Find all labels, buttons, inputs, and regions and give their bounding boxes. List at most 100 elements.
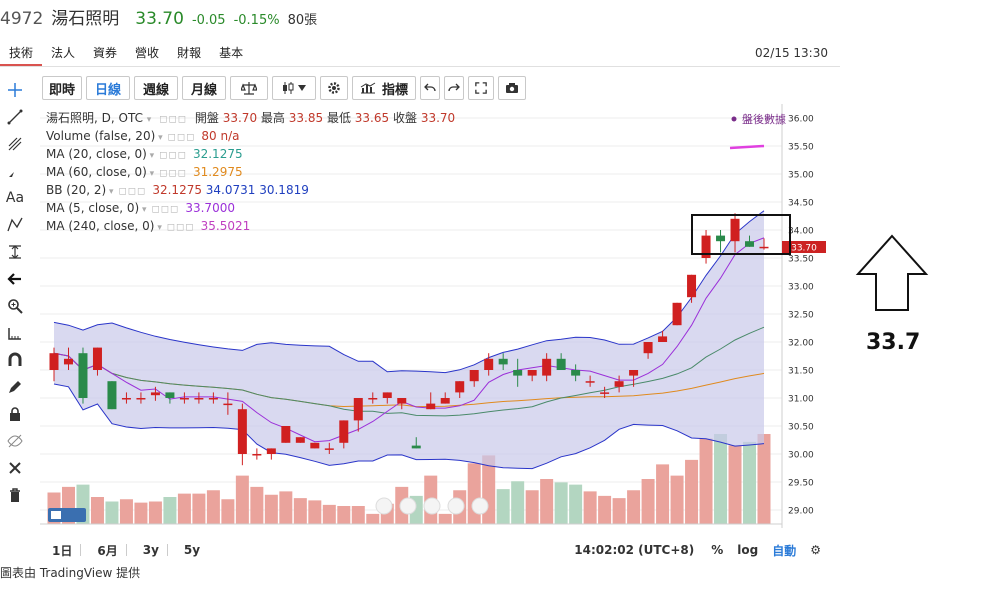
percent-scale-toggle[interactable]: % — [711, 543, 724, 557]
data-source-note: 圖表由 TradingView 提供 — [0, 566, 141, 580]
range-5y[interactable]: 5y — [183, 543, 201, 557]
legend-indicator-label: MA (5, close, 0) — [46, 201, 140, 215]
stay-in-draw-tool[interactable] — [0, 373, 30, 400]
candle-body — [368, 398, 378, 400]
tab-margin[interactable]: 資券 — [93, 46, 118, 60]
volume-bar — [308, 500, 322, 524]
range-3y[interactable]: 3y — [142, 543, 159, 557]
volume-bar — [105, 501, 119, 524]
tab-institutional[interactable]: 法人 — [51, 46, 76, 60]
scroll-right-control[interactable] — [471, 497, 489, 515]
legend-actions-icon[interactable]: ◻◻◻ — [118, 186, 147, 197]
legend-indicator-value: 30.1819 — [259, 183, 309, 197]
volume-bar — [496, 489, 510, 524]
tab-fundamentals[interactable]: 基本 — [219, 46, 244, 60]
legend-dropdown-icon[interactable]: ▾ — [146, 151, 158, 161]
crosshair-tool[interactable] — [0, 76, 30, 103]
scroll-left-control[interactable] — [375, 497, 393, 515]
tab-financials[interactable]: 財報 — [177, 46, 202, 60]
range-6m[interactable]: 6月 — [97, 543, 118, 558]
tab-technical[interactable]: 技術 — [0, 44, 43, 66]
trendline-icon — [7, 109, 23, 124]
tab-revenue[interactable]: 營收 — [135, 46, 160, 60]
zoom-out-control[interactable] — [399, 497, 417, 515]
stock-code: 4972 — [0, 9, 44, 29]
volume-bar — [351, 506, 365, 524]
legend-actions-icon[interactable]: ◻◻◻ — [151, 204, 180, 215]
chart-canvas[interactable]: 36.00 35.50 35.00 34.50 34.00 33.50 33.00 32.50… — [40, 104, 828, 539]
legend-dropdown-icon[interactable]: ▾ — [155, 133, 166, 143]
price-chart[interactable]: 36.00 35.50 35.00 34.50 34.00 33.50 33.00 32.50… — [40, 104, 828, 539]
candle-body — [614, 381, 624, 387]
volume-bar — [627, 490, 641, 524]
auto-scale-toggle[interactable]: 自動 — [772, 543, 797, 558]
lock-tool[interactable] — [0, 400, 30, 427]
legend-dropdown-icon[interactable]: ▾ — [146, 115, 152, 125]
brush-tool[interactable] — [0, 157, 30, 184]
pattern-tool[interactable] — [0, 211, 30, 238]
ma5-line — [53, 237, 765, 443]
legend-dropdown-icon[interactable]: ▾ — [139, 205, 150, 215]
candle-body — [484, 358, 494, 370]
compare-button[interactable] — [230, 76, 268, 100]
weekly-button[interactable]: 週線 — [134, 76, 178, 100]
zoom-tool[interactable] — [0, 292, 30, 319]
legend-dropdown-icon[interactable]: ▾ — [154, 223, 165, 233]
legend-actions-icon[interactable]: ◻◻◻ — [159, 150, 187, 161]
text-tool[interactable]: Aa — [0, 184, 30, 211]
measure-tool[interactable] — [0, 238, 30, 265]
zoom-in-control[interactable] — [447, 497, 465, 515]
candle-body — [208, 398, 218, 400]
after-hours-label: 盤後數據 — [742, 112, 786, 126]
range-1d[interactable]: 1日 — [52, 543, 73, 558]
fib-tool[interactable] — [0, 130, 30, 157]
log-scale-toggle[interactable]: log — [737, 543, 759, 557]
volume-bar — [438, 513, 452, 524]
legend-dropdown-icon[interactable]: ▾ — [146, 169, 158, 179]
trendline-tool[interactable] — [0, 103, 30, 130]
volume-bar — [235, 475, 249, 524]
candle-body — [63, 358, 73, 365]
indicators-button[interactable]: 指標 — [352, 76, 416, 100]
chart-style-button[interactable] — [272, 76, 316, 100]
legend-indicator-row: MA (60, close, 0) ▾ ◻◻◻ 31.2975 — [46, 164, 455, 182]
high-label: 最高 — [260, 111, 285, 125]
volume-bar — [337, 506, 351, 524]
legend-actions-icon[interactable]: ◻◻◻ — [159, 114, 188, 125]
reset-control[interactable] — [423, 497, 441, 515]
volume-bar — [148, 501, 162, 524]
back-tool[interactable] — [0, 265, 30, 292]
y-tick-label: 36.00 — [788, 115, 814, 125]
redo-button[interactable] — [444, 76, 464, 100]
candle-body — [179, 398, 189, 400]
daily-button[interactable]: 日線 — [86, 76, 130, 100]
camera-icon — [506, 83, 518, 93]
candle-body — [165, 392, 175, 398]
volume-bar — [221, 499, 235, 524]
candle-body — [339, 420, 349, 443]
undo-button[interactable] — [420, 76, 440, 100]
legend-actions-icon[interactable]: ◻◻◻ — [159, 168, 187, 179]
legend-actions-icon[interactable]: ◻◻◻ — [166, 222, 195, 233]
volume-bar — [264, 494, 278, 524]
chart-settings-icon[interactable]: ⚙ — [810, 543, 821, 557]
delete-tool[interactable] — [0, 481, 30, 508]
snapshot-button[interactable] — [498, 76, 526, 100]
monthly-button[interactable]: 月線 — [182, 76, 226, 100]
legend-indicator-row: BB (20, 2) ▾ ◻◻◻ 32.1275 34.0731 30.1819 — [46, 182, 455, 200]
legend-actions-icon[interactable]: ◻◻◻ — [167, 132, 196, 143]
candle-body — [513, 370, 523, 376]
fullscreen-button[interactable] — [468, 76, 494, 100]
intraday-button[interactable]: 即時 — [42, 76, 82, 100]
measure-icon — [9, 244, 21, 259]
hide-tool[interactable] — [0, 427, 30, 454]
legend-dropdown-icon[interactable]: ▾ — [106, 187, 117, 197]
y-tick-label: 30.00 — [788, 451, 814, 461]
ruler-tool[interactable] — [0, 319, 30, 346]
volume-bar — [641, 479, 655, 524]
magnet-tool[interactable] — [0, 346, 30, 373]
last-price-tag-bg — [782, 241, 826, 253]
remove-tools[interactable] — [0, 454, 30, 481]
settings-button[interactable] — [320, 76, 348, 100]
arrow-left-icon — [7, 272, 21, 285]
